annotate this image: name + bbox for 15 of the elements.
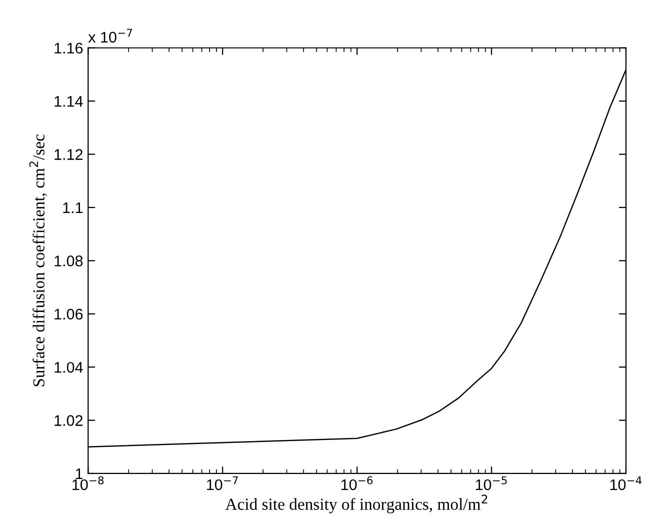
y-tick-label: 1.1 xyxy=(63,202,83,214)
x-tick-label: 10$^{−5}$ xyxy=(476,476,507,490)
y-tick-label: 1.16 xyxy=(54,42,83,54)
x-axis-title: Acid site density of inorganics, mol/m$^{2}$ xyxy=(225,494,488,514)
y-tick-label: 1.04 xyxy=(54,362,83,373)
y-axis-title: Surface diffusion coefficient, cm$^{2}$/sec xyxy=(29,134,47,386)
y-tick-label: 1.14 xyxy=(54,96,83,107)
text: x 10$^{−7}$ xyxy=(88,28,132,43)
y-tick-label: 1.12 xyxy=(54,149,83,160)
x-tick-label: 10$^{−7}$ xyxy=(207,476,238,490)
y-tick-label: 1.02 xyxy=(54,415,83,426)
x-tick-label: 10$^{−4}$ xyxy=(610,476,642,490)
x-tick-label: 10$^{−6}$ xyxy=(341,476,373,490)
y-tick-label: 1.08 xyxy=(54,256,83,266)
y-tick-label: 1.06 xyxy=(54,308,83,320)
